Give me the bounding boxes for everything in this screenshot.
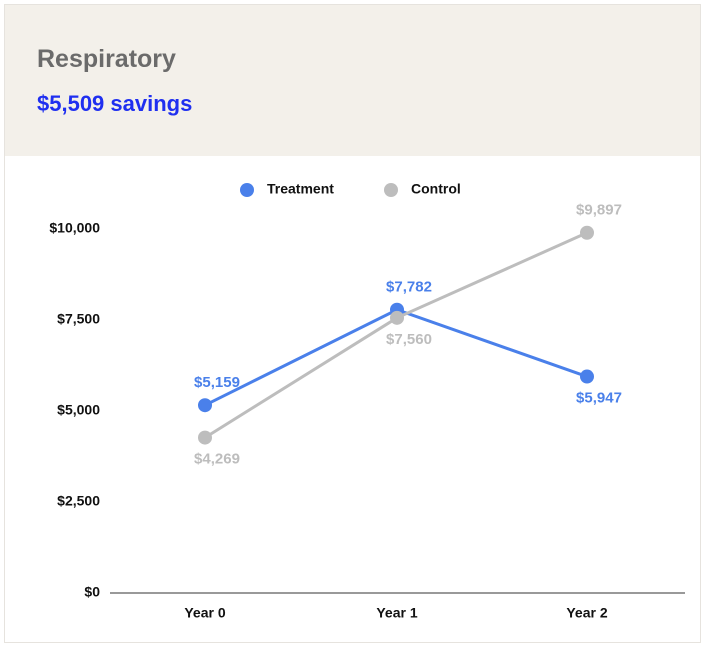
data-point — [198, 398, 212, 413]
x-tick-label: Year 1 — [376, 605, 417, 621]
card-subtitle: $5,509 savings — [37, 91, 193, 116]
y-tick-label: $2,500 — [57, 493, 100, 509]
data-label: $5,947 — [576, 389, 622, 406]
legend-label: Control — [411, 181, 461, 197]
data-point — [198, 430, 212, 445]
data-label: $4,269 — [194, 451, 240, 468]
x-tick-label: Year 0 — [184, 605, 225, 621]
y-tick-label: $7,500 — [57, 311, 100, 327]
card: Respiratory $5,509 savings — [4, 4, 701, 643]
legend-marker — [384, 183, 398, 197]
data-label: $7,782 — [386, 279, 432, 296]
card-title: Respiratory — [37, 45, 176, 73]
legend-label: Treatment — [267, 181, 334, 197]
card-header: Respiratory $5,509 savings — [5, 5, 700, 156]
data-point — [390, 310, 404, 325]
data-label: $5,159 — [194, 374, 240, 391]
legend-marker — [240, 183, 254, 197]
y-tick-label: $0 — [84, 584, 100, 600]
y-tick-label: $5,000 — [57, 402, 100, 418]
x-tick-label: Year 2 — [566, 605, 607, 621]
data-point — [580, 369, 594, 384]
data-point — [580, 225, 594, 240]
data-label: $7,560 — [386, 331, 432, 348]
data-label: $9,897 — [576, 202, 622, 219]
y-tick-label: $10,000 — [49, 220, 100, 236]
